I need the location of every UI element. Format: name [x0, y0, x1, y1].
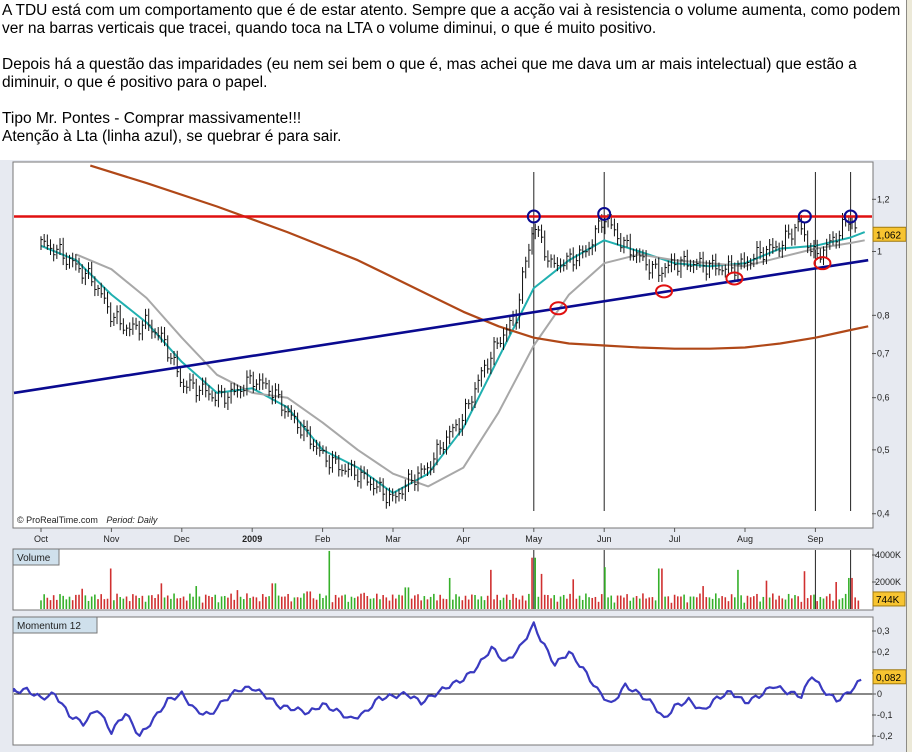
month-label: Jun	[597, 534, 612, 544]
resistance-touch-circle	[797, 209, 812, 224]
price-panel	[12, 161, 874, 529]
price-tick-label: 0,6	[877, 393, 890, 403]
volume-title: Volume	[17, 553, 51, 564]
month-axis: Oct Nov Dec 2009 Feb Mar Apr May Jun Jul Aug Sep	[34, 528, 823, 544]
price-bars	[40, 212, 858, 509]
momentum-axis: 0,30,20,10-0,1-0,20,082	[872, 626, 906, 741]
momentum-plot	[12, 621, 872, 737]
post-paragraph-1: A TDU está com um comportamento que é de…	[2, 2, 901, 37]
momentum-tick-label: 0	[877, 689, 882, 699]
volume-bars	[40, 550, 860, 609]
chart-footer: © ProRealTime.com	[17, 515, 98, 525]
month-label: Sep	[807, 534, 823, 544]
month-label: May	[525, 534, 543, 544]
moving-average-ma-long	[89, 164, 869, 350]
moving-average-ma-fast	[40, 231, 866, 494]
momentum-tick-label: -0,1	[877, 710, 893, 720]
month-label: Nov	[103, 534, 120, 544]
volume-last-value-tag	[872, 591, 906, 607]
price-last-value-tag	[872, 226, 906, 242]
month-label: Jul	[669, 534, 681, 544]
volume-title-box	[12, 548, 60, 566]
momentum-tick-label: 0,3	[877, 626, 890, 636]
forum-post-text: A TDU está com um comportamento que é de…	[0, 0, 906, 160]
volume-axis: 4000K 2000K 744K	[872, 550, 906, 607]
price-tick-label: 0,4	[877, 509, 890, 519]
trendline-touch-ellipse	[655, 284, 674, 299]
month-label: Aug	[737, 534, 753, 544]
price-tick-label: 0,5	[877, 445, 890, 455]
volume-tick-label: 4000K	[875, 550, 901, 560]
trendline-touch-ellipse	[813, 256, 832, 271]
month-label: 2009	[242, 534, 262, 544]
window-scroll-edge	[906, 0, 912, 752]
momentum-last-value: 0,082	[876, 673, 901, 684]
price-tick-label: 0,8	[877, 310, 890, 320]
trendline-touch-ellipse	[725, 271, 744, 286]
price-tick-label: 0,7	[877, 349, 890, 359]
price-tick-label: 1	[877, 246, 882, 256]
post-paragraph-4: Atenção à Lta (linha azul), se quebrar é…	[2, 128, 342, 145]
momentum-tick-label: -0,2	[877, 731, 893, 741]
resistance-touch-circle	[843, 209, 858, 224]
momentum-tick-label: 0,2	[877, 647, 890, 657]
price-axis: 1,2 1 0,8 0,7 0,6 0,5 0,4 1,062	[872, 194, 906, 519]
post-paragraph-2: Depois há a questão das imparidades (eu …	[2, 56, 857, 91]
momentum-last-value-tag	[872, 669, 906, 685]
momentum-line	[12, 621, 862, 737]
momentum-title-box	[12, 616, 98, 634]
chart-footer-text: © ProRealTime.com Period: Daily	[17, 515, 158, 525]
momentum-panel	[12, 616, 874, 746]
resistance-touch-circle	[597, 206, 612, 221]
trendline-touch-ellipse	[549, 301, 568, 316]
volume-last-value: 744K	[876, 595, 900, 606]
trendline-lta	[13, 258, 869, 395]
month-label: Mar	[385, 534, 401, 544]
month-label: Feb	[315, 534, 331, 544]
month-label: Oct	[34, 534, 49, 544]
volume-tick-label: 2000K	[875, 577, 901, 587]
month-label: Dec	[174, 534, 191, 544]
month-label: Apr	[456, 534, 470, 544]
price-last-value: 1,062	[876, 230, 901, 241]
resistance-touch-circle	[526, 209, 541, 224]
period-label: Period: Daily	[106, 515, 158, 525]
price-plot	[13, 164, 872, 511]
post-paragraph-3: Tipo Mr. Pontes - Comprar massivamente!!…	[2, 110, 302, 127]
price-tick-label: 1,2	[877, 194, 890, 204]
momentum-title: Momentum 12	[17, 621, 81, 632]
